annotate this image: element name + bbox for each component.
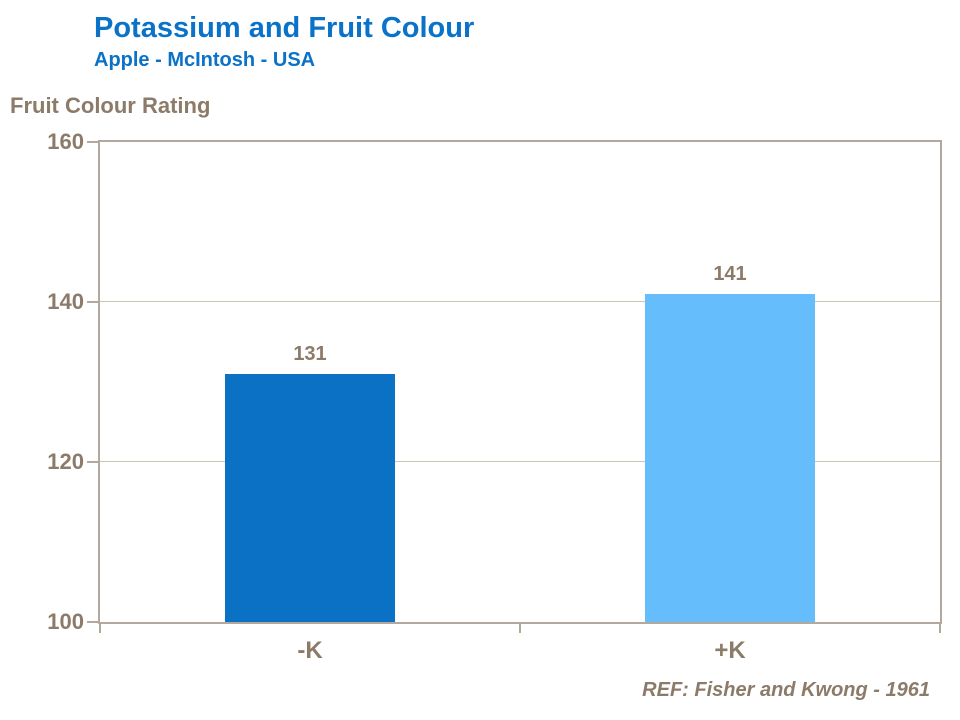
x-axis-tick	[939, 624, 941, 633]
plot-area: 131 141	[98, 140, 942, 624]
y-axis-tick	[87, 621, 98, 623]
bar-value-label: 141	[713, 263, 747, 285]
y-axis-tick-label: 120	[47, 449, 84, 474]
y-axis-tick-label: 140	[47, 289, 84, 314]
bar--K	[225, 374, 395, 622]
y-axis-tick	[87, 141, 98, 143]
x-axis-tick	[519, 624, 521, 633]
y-axis-tick	[87, 301, 98, 303]
gridline	[100, 461, 940, 462]
gridline	[100, 301, 940, 302]
chart-subtitle: Apple - McIntosh - USA	[94, 49, 316, 71]
x-axis-category-label: +K	[714, 637, 746, 664]
x-axis-category-label: -K	[297, 637, 323, 664]
y-axis-tick-label: 160	[47, 129, 84, 154]
x-axis-tick	[99, 624, 101, 633]
bar-value-label: 131	[293, 343, 327, 365]
reference-citation: REF: Fisher and Kwong - 1961	[642, 679, 930, 701]
y-axis-tick	[87, 461, 98, 463]
y-axis-title: Fruit Colour Rating	[10, 93, 211, 118]
chart-title: Potassium and Fruit Colour	[94, 12, 475, 44]
bar-+K	[645, 294, 815, 622]
y-axis-tick-label: 100	[47, 609, 84, 634]
